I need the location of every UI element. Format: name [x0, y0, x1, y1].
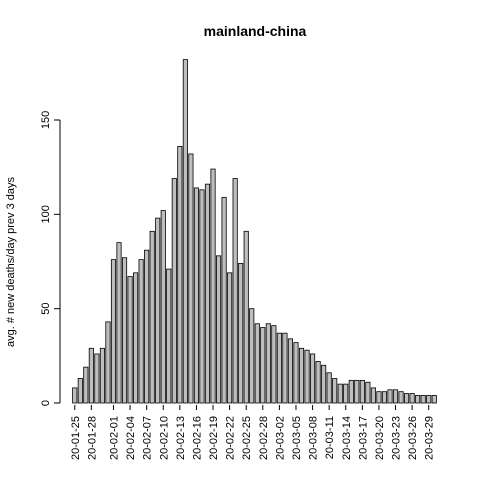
bar-20-02-29 [265, 323, 271, 404]
bar-20-02-04 [127, 276, 133, 404]
bar-20-03-23 [392, 389, 399, 404]
bar-20-02-20 [215, 255, 222, 404]
bar-20-03-27 [415, 395, 421, 404]
bar-20-02-16 [193, 187, 199, 404]
bar-20-02-27 [254, 323, 260, 404]
bar-20-02-08 [149, 230, 155, 404]
x-tick-label-20-02-04: 20-02-04 [125, 416, 137, 460]
x-tick-label-20-01-25: 20-01-25 [70, 416, 82, 460]
bars-group [72, 59, 437, 404]
bar-20-02-25 [243, 230, 249, 404]
bar-20-03-19 [370, 387, 376, 404]
bar-20-03-11 [326, 372, 332, 404]
bar-20-02-18 [204, 183, 211, 404]
bar-20-01-25 [72, 387, 78, 404]
bar-20-02-21 [221, 196, 227, 404]
x-tick-label-20-02-13: 20-02-13 [175, 416, 187, 460]
bar-20-02-10 [160, 210, 166, 404]
x-tick-label-20-02-19: 20-02-19 [208, 416, 220, 460]
bar-20-03-30 [431, 395, 437, 404]
bar-20-02-01 [110, 259, 117, 404]
x-tick-label-20-02-22: 20-02-22 [225, 416, 237, 460]
bar-20-01-28 [88, 347, 94, 404]
bar-20-03-21 [381, 391, 388, 404]
x-tick-label-20-03-02: 20-03-02 [274, 416, 286, 460]
bar-20-02-02 [116, 242, 122, 404]
bar-20-01-27 [83, 366, 89, 404]
y-tick-label-150: 150 [40, 111, 52, 129]
y-axis: 0 50 100 150 [40, 111, 61, 406]
bar-20-03-09 [315, 361, 321, 404]
bar-20-03-29 [426, 395, 432, 404]
bar-20-03-16 [354, 379, 360, 404]
bar-20-02-06 [138, 259, 144, 404]
bar-20-03-06 [298, 347, 305, 404]
x-tick-label-20-03-14: 20-03-14 [341, 416, 353, 460]
bar-20-02-19 [210, 168, 216, 404]
bar-20-03-22 [387, 389, 393, 404]
bar-20-02-24 [238, 262, 244, 404]
bar-20-02-28 [260, 327, 266, 404]
bar-20-03-18 [365, 381, 371, 404]
x-tick-label-20-01-28: 20-01-28 [86, 416, 98, 460]
y-tick-label-100: 100 [40, 205, 52, 223]
bar-20-02-11 [166, 268, 172, 404]
bar-20-03-26 [409, 393, 415, 404]
bar-20-02-05 [133, 272, 139, 404]
bar-20-03-24 [398, 391, 404, 404]
bar-20-03-14 [343, 383, 349, 404]
x-tick-label-20-02-01: 20-02-01 [108, 416, 120, 460]
bar-20-01-26 [77, 378, 83, 404]
bar-20-03-28 [420, 395, 426, 404]
bar-20-02-12 [171, 178, 177, 404]
y-axis-label: avg. # new deaths/day prev 3 days [5, 177, 17, 347]
bar-20-03-13 [337, 383, 343, 404]
bar-20-03-04 [287, 338, 294, 404]
x-tick-label-20-03-29: 20-03-29 [424, 416, 436, 460]
bar-20-02-23 [232, 178, 238, 404]
bar-20-03-15 [348, 379, 354, 404]
bar-20-03-25 [404, 393, 410, 404]
bar-20-03-01 [271, 325, 277, 404]
bar-20-01-30 [99, 347, 105, 404]
bar-20-01-29 [94, 353, 100, 404]
x-tick-label-20-03-11: 20-03-11 [324, 416, 336, 459]
bar-20-02-14 [182, 59, 188, 404]
y-tick-label-50: 50 [40, 303, 52, 315]
x-tick-label-20-03-17: 20-03-17 [357, 416, 369, 460]
bar-20-02-26 [249, 308, 255, 404]
bar-20-02-07 [144, 249, 150, 404]
x-tick-label-20-03-20: 20-03-20 [374, 416, 386, 460]
bar-20-02-03 [121, 257, 128, 404]
bar-20-03-07 [304, 349, 310, 404]
bar-20-03-03 [282, 332, 288, 404]
x-axis: 20-01-25 20-01-28 20-02-01 20-02-04 20-02-07… [70, 405, 436, 460]
bar-20-03-17 [359, 379, 365, 404]
chart-title: mainland-china [204, 23, 307, 39]
bar-20-02-15 [188, 153, 194, 404]
y-tick-label-0: 0 [40, 400, 52, 406]
x-tick-label-20-03-23: 20-03-23 [391, 416, 403, 460]
x-tick-label-20-02-16: 20-02-16 [191, 416, 203, 460]
x-tick-label-20-03-05: 20-03-05 [291, 416, 303, 460]
x-tick-label-20-02-28: 20-02-28 [258, 416, 270, 460]
bar-20-03-12 [332, 378, 338, 404]
bar-20-03-05 [293, 342, 299, 404]
bar-20-01-31 [105, 321, 111, 404]
x-tick-label-20-03-26: 20-03-26 [407, 416, 419, 460]
bar-20-02-09 [155, 217, 161, 404]
x-tick-label-20-02-07: 20-02-07 [142, 416, 154, 460]
bar-20-02-13 [177, 146, 183, 404]
bar-20-02-17 [199, 189, 205, 404]
x-tick-label-20-02-25: 20-02-25 [241, 416, 253, 460]
x-tick-label-20-02-10: 20-02-10 [158, 416, 170, 460]
bar-20-03-20 [376, 391, 382, 404]
x-tick-label-20-03-08: 20-03-08 [308, 416, 320, 460]
bar-20-03-08 [310, 353, 316, 404]
bar-20-03-10 [321, 364, 327, 404]
bar-20-02-22 [227, 272, 233, 404]
bar-20-03-02 [276, 332, 282, 404]
